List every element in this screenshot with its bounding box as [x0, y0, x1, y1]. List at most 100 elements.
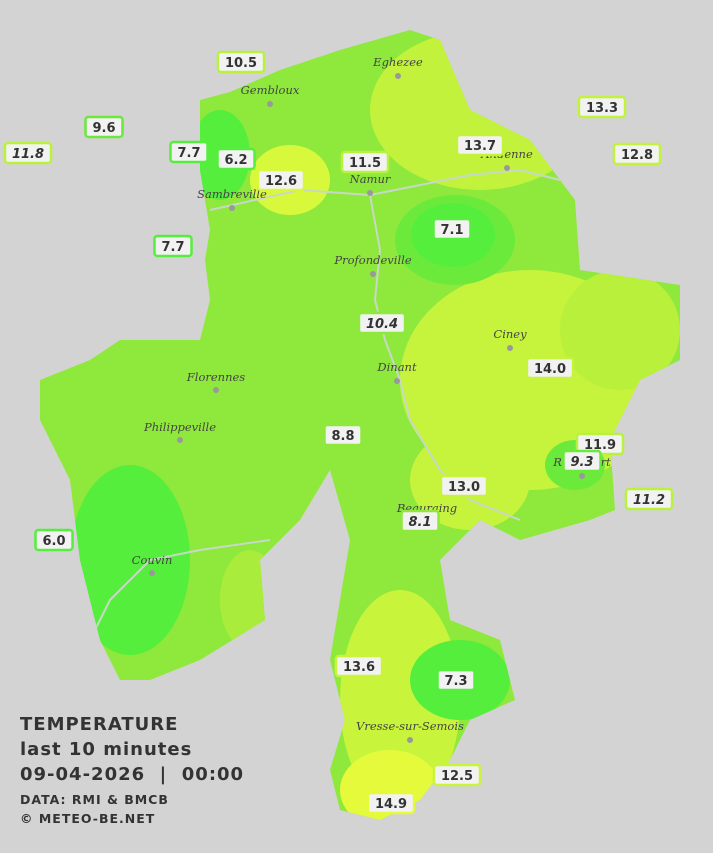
city-dot: [177, 437, 183, 443]
city-label: Ciney: [493, 327, 527, 341]
station-value: 14.9: [375, 797, 407, 812]
city-dot: [149, 570, 155, 576]
station-box: [3, 141, 53, 165]
station-value: 8.8: [331, 429, 354, 444]
station-value: 13.6: [343, 660, 375, 675]
station-box: [432, 763, 482, 787]
station: 7.7: [169, 140, 209, 164]
city-dot: [213, 387, 219, 393]
legend-credit: © METEO-BE.NET: [20, 811, 155, 826]
station: 8.8: [323, 423, 363, 447]
stations: 10.5 9.6 11.8 7.7 6.2 12.6 11.5 13.7 13.3 12.8 7.1…: [3, 50, 674, 815]
station-value: 6.0: [42, 534, 65, 549]
station: 12.5: [432, 763, 482, 787]
city-dot: [579, 473, 585, 479]
city-dot: [229, 205, 235, 211]
station-value: 12.5: [441, 769, 473, 784]
city-dot: [394, 378, 400, 384]
station-value: 8.1: [408, 515, 431, 530]
city-label: Profondeville: [333, 253, 411, 267]
station-box: [334, 654, 384, 678]
city-dot: [370, 271, 376, 277]
station-box: [357, 311, 407, 335]
station-value: 12.8: [621, 148, 653, 163]
city-label: Philippeville: [143, 420, 216, 434]
station: 6.2: [216, 147, 256, 171]
station-box: [432, 217, 472, 241]
station-box: [525, 356, 575, 380]
station-value: 7.7: [177, 146, 200, 161]
city-label: Dinant: [376, 360, 417, 374]
city-dot: [504, 165, 510, 171]
station-value: 13.3: [586, 101, 618, 116]
station: 13.0: [439, 474, 489, 498]
station: 12.6: [256, 168, 306, 192]
station-box: [216, 50, 266, 74]
station-value: 14.0: [534, 362, 566, 377]
station-box: [340, 150, 390, 174]
city-dot: [267, 101, 273, 107]
station: 11.5: [340, 150, 390, 174]
city-label: Namur: [349, 172, 392, 186]
legend-timestamp: 09-04-2026 | 00:00: [20, 764, 244, 785]
station: 12.8: [612, 142, 662, 166]
station: 7.3: [436, 668, 476, 692]
station: 13.7: [455, 133, 505, 157]
station-box: [366, 791, 416, 815]
city-label: Eghezee: [372, 55, 423, 69]
station: 7.7: [153, 234, 193, 258]
station-box: [256, 168, 306, 192]
station: 8.1: [400, 509, 440, 533]
station-value: 10.4: [366, 317, 398, 332]
station-value: 7.7: [161, 240, 184, 255]
station: 10.4: [357, 311, 407, 335]
station-value: 9.3: [570, 455, 593, 470]
station-box: [216, 147, 256, 171]
station-value: 13.7: [464, 139, 496, 154]
station-value: 6.2: [224, 153, 247, 168]
station-box: [34, 528, 74, 552]
legend-subtitle: last 10 minutes: [20, 739, 192, 760]
station-box: [169, 140, 209, 164]
station-box: [562, 449, 602, 473]
station-value: 7.1: [440, 223, 463, 238]
station-box: [577, 95, 627, 119]
city-dot: [395, 73, 401, 79]
city-label: Florennes: [186, 370, 246, 384]
station: 13.3: [577, 95, 627, 119]
station: 9.6: [84, 115, 124, 139]
city-label: Vresse-sur-Semois: [356, 719, 464, 733]
city-label: Couvin: [132, 553, 173, 567]
station-box: [323, 423, 363, 447]
station: 6.0: [34, 528, 74, 552]
station: 14.0: [525, 356, 575, 380]
station: 10.5: [216, 50, 266, 74]
station-box: [612, 142, 662, 166]
city-label: Gembloux: [241, 83, 300, 97]
city-dot: [407, 737, 413, 743]
station: 13.6: [334, 654, 384, 678]
station-box: [624, 487, 674, 511]
station: 7.1: [432, 217, 472, 241]
station-box: [439, 474, 489, 498]
legend-source: DATA: RMI & BMCB: [20, 792, 169, 807]
station-value: 7.3: [444, 674, 467, 689]
station: 11.2: [624, 487, 674, 511]
station-box: [84, 115, 124, 139]
station-value: 12.6: [265, 174, 297, 189]
station-value: 11.8: [12, 147, 44, 162]
station-value: 10.5: [225, 56, 257, 71]
station-value: 11.5: [349, 156, 381, 171]
station-value: 11.2: [633, 493, 665, 508]
station-box: [436, 668, 476, 692]
legend-title: TEMPERATURE: [20, 714, 178, 735]
station-value: 13.0: [448, 480, 480, 495]
city-dot: [507, 345, 513, 351]
station: 9.3: [562, 449, 602, 473]
station: 11.9: [575, 432, 625, 456]
station-value: 11.9: [584, 438, 616, 453]
city-dot: [367, 190, 373, 196]
station-box: [455, 133, 505, 157]
station: 11.8: [3, 141, 53, 165]
